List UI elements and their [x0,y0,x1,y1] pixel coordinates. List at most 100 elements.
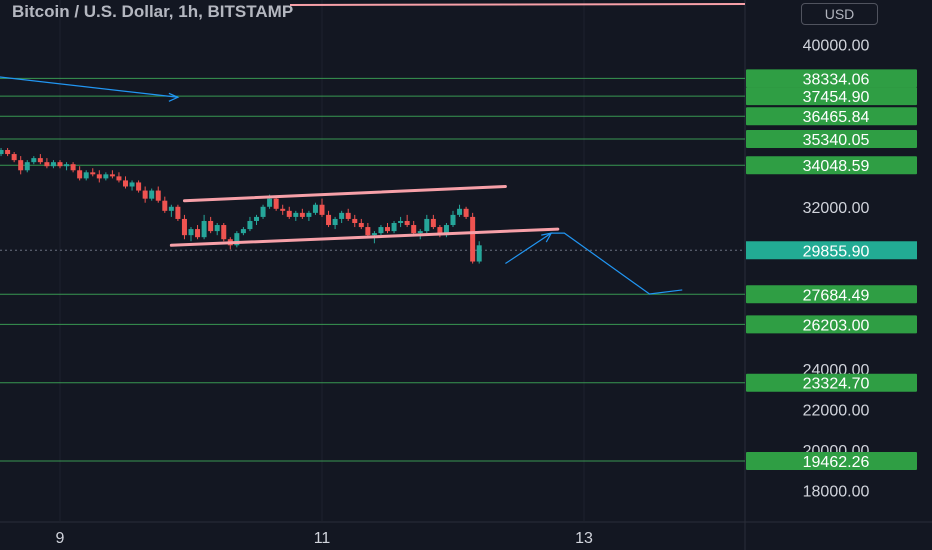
time-axis[interactable]: 9 11 13 [56,530,593,547]
candlestick-series [0,147,482,264]
candle-body [280,208,286,211]
candle [50,160,56,169]
candle [365,223,371,238]
candle-body [11,154,17,161]
price-tick-label: 32000.00 [803,200,870,217]
level-price-tag-text: 36465.84 [803,109,870,126]
candle-body [319,204,325,215]
candle-body [96,174,102,179]
candle-body [398,220,404,223]
candle [168,204,174,217]
candle-body [83,172,89,179]
trend-arrow-line[interactable] [0,69,178,98]
candle-body [136,182,142,191]
current-price-tag-text: 29855.90 [803,243,870,260]
chart-title: Bitcoin / U.S. Dollar, 1h, BITSTAMP [12,2,294,21]
candle-body [443,225,449,236]
level-price-tag: 35340.05 [746,130,917,149]
candle-body [476,245,482,262]
candle [162,196,168,213]
level-price-tag-text: 35340.05 [803,132,870,149]
candle-body [352,218,358,223]
level-price-tag-bg [746,373,917,392]
candle-body [404,220,410,226]
candle-body [116,176,122,181]
candle [424,214,430,234]
candle [123,176,128,189]
candle [240,227,246,236]
current-price-tag-bg [746,241,917,260]
top-resistance-line[interactable] [289,3,746,6]
candle-body [221,225,227,240]
candle-body [37,158,43,163]
price-axis[interactable]: 40000.0032000.0024000.0022000.0020000.00… [803,38,870,501]
candle [83,170,89,181]
candle [463,206,469,219]
candle-body [437,227,443,236]
candle-body [24,162,30,171]
candle [254,214,259,226]
candle-body [195,229,201,238]
level-price-tag-text: 26203.00 [803,317,870,334]
candle-body [358,223,364,228]
candle [339,210,345,223]
level-price-tag-text: 19462.26 [803,454,870,471]
candle [37,154,43,165]
candle [155,186,161,203]
level-price-tag-bg [746,315,917,334]
candle-body [64,164,70,167]
candle [70,162,76,173]
candle-body [345,212,351,219]
candle [352,214,358,228]
candle-body [378,227,384,234]
candle-body [123,180,128,187]
candle-body [208,220,214,232]
candle-body [18,160,24,171]
candle [0,147,4,157]
price-tick-label: 18000.00 [803,484,870,501]
level-price-tag: 26203.00 [746,315,917,334]
projection-path[interactable] [505,232,683,295]
candle-body [181,218,187,236]
candle [208,216,214,234]
candle-body [299,212,305,217]
candle-body [286,210,292,217]
candle-body [463,208,469,217]
candle [299,208,305,219]
candle-body [142,190,148,199]
candle [404,214,410,228]
candle [103,172,109,181]
level-price-tag-bg [746,452,917,471]
horizontal-levels[interactable] [0,77,745,462]
level-price-tag-bg [746,87,917,106]
level-price-tag-text: 37454.90 [803,89,870,106]
channel-bottom-line[interactable] [169,227,560,247]
candle-body [201,220,207,238]
candle-body [411,225,417,234]
candle-body [267,198,273,207]
candle [378,225,384,236]
candle [430,214,436,230]
candle [385,223,390,234]
candle-body [260,206,266,217]
trend-drawings[interactable] [0,3,746,295]
level-price-tag-bg [746,130,917,149]
candle-body [77,170,83,179]
candle [11,152,17,163]
candle [391,220,397,234]
candle-body [149,190,155,199]
level-price-tag-bg [746,69,917,88]
candle-body [254,216,259,221]
candle [345,208,351,221]
candle-body [417,231,423,234]
currency-button[interactable]: USD [801,3,878,25]
projection-up-arrow-icon [541,232,553,243]
candle [247,216,253,232]
channel-top-line[interactable] [182,185,507,203]
candle [18,156,24,175]
candle [457,204,463,217]
candle-body [391,223,397,232]
candle [201,214,207,240]
